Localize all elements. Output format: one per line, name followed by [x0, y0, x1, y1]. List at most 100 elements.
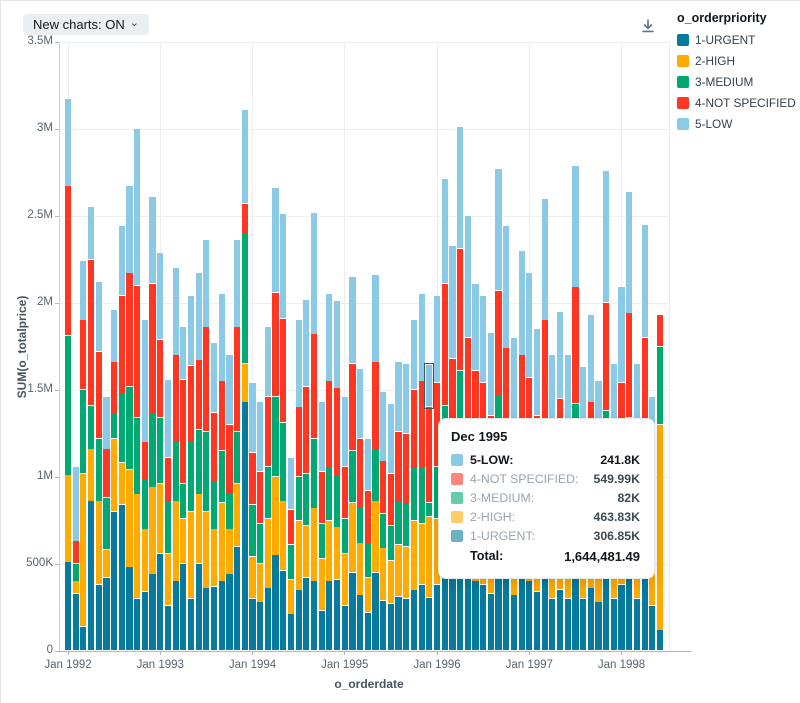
bar-segment-2-high[interactable] [310, 508, 318, 581]
download-button[interactable] [637, 15, 659, 37]
bar-segment-5-low[interactable] [403, 363, 410, 433]
bar-segment-1-urgent[interactable] [157, 553, 164, 651]
bar-segment-4-not-specified[interactable] [641, 337, 648, 433]
bar-segment-3-medium[interactable] [134, 417, 141, 494]
bar-segment-2-high[interactable] [326, 520, 333, 581]
bar-segment-1-urgent[interactable] [526, 581, 533, 651]
bar-segment-5-low[interactable] [572, 165, 579, 287]
bar-segment-4-not-specified[interactable] [64, 186, 72, 336]
bar-segment-5-low[interactable] [410, 320, 418, 390]
bar-segment-5-low[interactable] [310, 212, 318, 334]
bar-segment-5-low[interactable] [249, 383, 256, 453]
bar-segment-3-medium[interactable] [410, 468, 418, 520]
bar-segment-1-urgent[interactable] [87, 501, 95, 651]
bar-segment-3-medium[interactable] [195, 430, 202, 494]
bar-segment-3-medium[interactable] [210, 482, 218, 529]
bar-segment-4-not-specified[interactable] [457, 249, 464, 371]
bar-segment-2-high[interactable] [126, 470, 133, 567]
bar-segment-5-low[interactable] [72, 466, 79, 541]
bar-segment-2-high[interactable] [172, 501, 179, 581]
bar-segment-1-urgent[interactable] [487, 593, 494, 651]
bar-segment-4-not-specified[interactable] [403, 433, 410, 503]
bar-segment-5-low[interactable] [272, 188, 279, 292]
legend-item-2-high[interactable]: 2-HIGH [677, 54, 799, 68]
bar-segment-1-urgent[interactable] [164, 605, 172, 651]
bar-segment-5-low[interactable] [457, 127, 464, 249]
bar-segment-1-urgent[interactable] [126, 567, 133, 651]
bar-segment-2-high[interactable] [195, 494, 202, 564]
bar-segment-1-urgent[interactable] [203, 588, 210, 651]
bar-segment-5-low[interactable] [549, 355, 556, 433]
bar-segment-1-urgent[interactable] [357, 595, 364, 651]
bar-segment-5-low[interactable] [641, 224, 648, 338]
bar-segment-4-not-specified[interactable] [241, 203, 248, 233]
bar-segment-5-low[interactable] [141, 320, 148, 442]
bar-segment-2-high[interactable] [349, 503, 356, 573]
bar-segment-2-high[interactable] [210, 529, 218, 586]
bar-segment-2-high[interactable] [395, 544, 402, 597]
bar-segment-2-high[interactable] [333, 527, 341, 580]
bar-segment-5-low[interactable] [464, 216, 471, 338]
bar-segment-2-high[interactable] [118, 463, 125, 505]
bar-segment-4-not-specified[interactable] [295, 407, 302, 477]
bar-segment-4-not-specified[interactable] [503, 348, 510, 435]
bar-segment-1-urgent[interactable] [410, 590, 418, 651]
bar-segment-4-not-specified[interactable] [364, 490, 371, 543]
bar-segment-3-medium[interactable] [380, 513, 387, 548]
bar-segment-2-high[interactable] [295, 520, 302, 590]
bar-segment-3-medium[interactable] [226, 494, 233, 529]
bar-segment-5-low[interactable] [518, 250, 525, 355]
bar-segment-3-medium[interactable] [87, 405, 95, 449]
bar-segment-1-urgent[interactable] [241, 402, 248, 651]
bar-segment-4-not-specified[interactable] [149, 283, 156, 414]
bar-segment-3-medium[interactable] [72, 564, 79, 581]
bar-segment-1-urgent[interactable] [541, 567, 548, 651]
bar-segment-3-medium[interactable] [111, 414, 118, 439]
bar-segment-2-high[interactable] [380, 548, 387, 600]
bar-segment-1-urgent[interactable] [310, 581, 318, 651]
bar-segment-5-low[interactable] [134, 129, 141, 285]
bar-segment-5-low[interactable] [333, 301, 341, 388]
bar-segment-2-high[interactable] [103, 550, 110, 578]
bar-segment-5-low[interactable] [64, 99, 72, 186]
bar-segment-1-urgent[interactable] [210, 586, 218, 651]
bar-segment-4-not-specified[interactable] [572, 287, 579, 404]
bar-segment-5-low[interactable] [149, 196, 156, 284]
bar-segment-2-high[interactable] [303, 525, 310, 578]
bar-segment-5-low[interactable] [618, 287, 625, 383]
bar-segment-1-urgent[interactable] [564, 598, 571, 651]
bar-segment-4-not-specified[interactable] [218, 381, 225, 451]
bar-segment-2-high[interactable] [257, 564, 264, 602]
bar-segment-5-low[interactable] [626, 191, 633, 313]
bar-segment-4-not-specified[interactable] [172, 355, 179, 442]
bar-segment-3-medium[interactable] [126, 386, 133, 470]
bar-segment-5-low[interactable] [172, 268, 179, 355]
bar-segment-5-low[interactable] [587, 315, 594, 402]
bar-segment-5-low[interactable] [157, 252, 164, 339]
bar-segment-1-urgent[interactable] [633, 598, 641, 651]
bar-segment-1-urgent[interactable] [641, 572, 648, 651]
bar-segment-1-urgent[interactable] [533, 591, 541, 651]
bar-segment-1-urgent[interactable] [272, 555, 279, 651]
bar-segment-4-not-specified[interactable] [234, 327, 241, 432]
bar-segment-3-medium[interactable] [318, 523, 325, 559]
bar-segment-5-low[interactable] [533, 329, 541, 416]
bar-segment-4-not-specified[interactable] [103, 449, 110, 498]
bar-segment-4-not-specified[interactable] [433, 383, 441, 466]
bar-segment-5-low[interactable] [487, 332, 494, 416]
bar-segment-1-urgent[interactable] [280, 570, 287, 651]
bar-segment-1-urgent[interactable] [618, 584, 625, 651]
bar-segment-2-high[interactable] [149, 487, 156, 574]
bar-segment-1-urgent[interactable] [426, 597, 433, 651]
bar-segment-4-not-specified[interactable] [180, 379, 187, 484]
bar-segment-2-high[interactable] [111, 438, 118, 512]
bar-segment-3-medium[interactable] [203, 431, 210, 512]
bar-segment-1-urgent[interactable] [656, 630, 664, 651]
bar-segment-1-urgent[interactable] [95, 584, 102, 651]
bar-segment-5-low[interactable] [226, 355, 233, 425]
bar-segment-2-high[interactable] [264, 518, 271, 588]
bar-segment-1-urgent[interactable] [372, 572, 379, 651]
bar-segment-5-low[interactable] [341, 396, 348, 466]
bar-segment-3-medium[interactable] [180, 483, 187, 519]
bar-segment-4-not-specified[interactable] [141, 442, 148, 480]
